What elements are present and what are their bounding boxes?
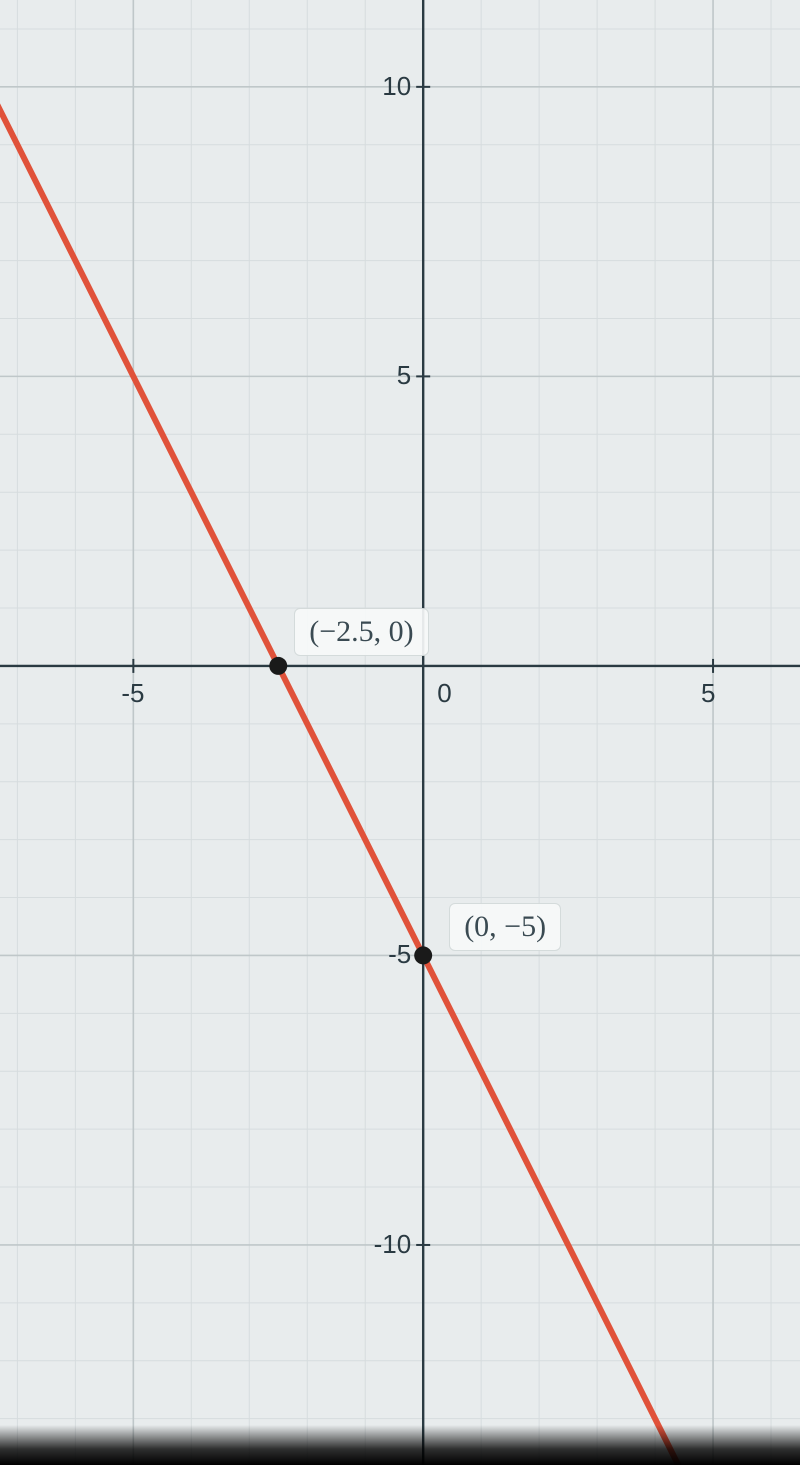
y-tick-label: -10 <box>374 1229 412 1260</box>
graph-plot[interactable]: -5 5 10 5 -5 -10 0 (−2.5, 0) (0, −5) <box>0 0 800 1465</box>
point-label: (0, −5) <box>449 903 561 951</box>
plotted-point <box>414 946 432 964</box>
y-tick-label: 5 <box>397 360 411 391</box>
point-label: (−2.5, 0) <box>294 608 428 656</box>
screen-bottom-shadow <box>0 1425 800 1465</box>
plotted-point <box>269 657 287 675</box>
x-tick-label: 5 <box>701 678 715 709</box>
y-tick-label: -5 <box>388 939 411 970</box>
origin-label: 0 <box>437 678 451 709</box>
x-tick-label: -5 <box>121 678 144 709</box>
y-tick-label: 10 <box>382 71 411 102</box>
